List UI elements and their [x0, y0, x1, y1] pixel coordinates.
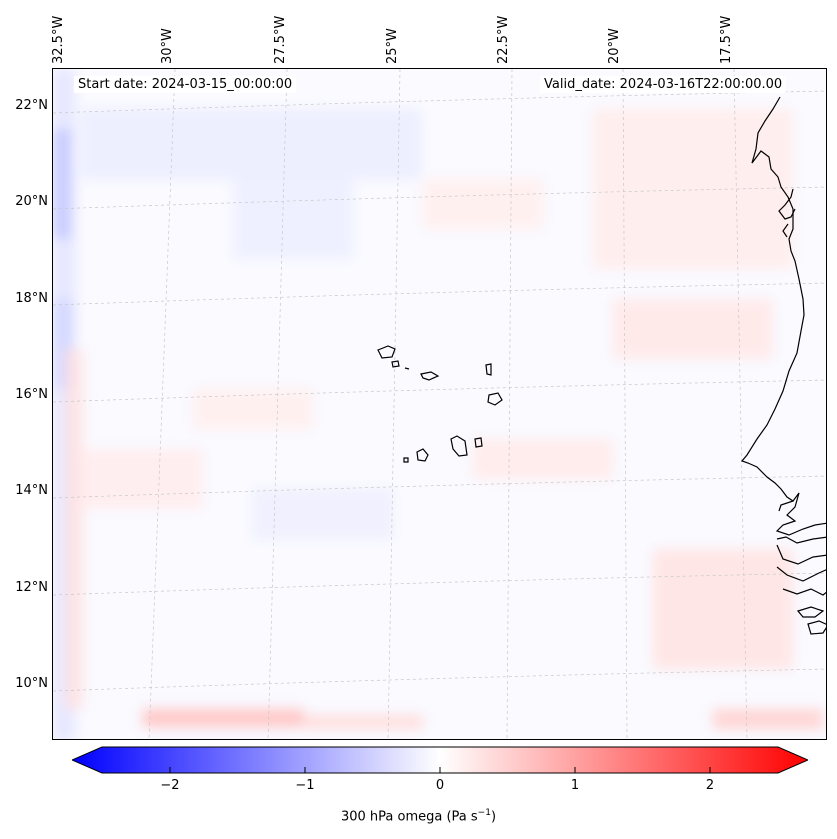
lon-label-25w: 25°W: [385, 28, 400, 64]
colorbar-tick-0: 0: [435, 778, 445, 793]
colorbar: [72, 746, 808, 774]
colorbar-tick-2: 2: [705, 778, 715, 793]
valid-date-label: Valid_date: 2024-03-16T22:00:00.00: [540, 76, 787, 93]
island-sal: [485, 363, 492, 376]
lon-label-22-5w: 22.5°W: [496, 15, 511, 64]
lat-label-14n: 14°N: [15, 483, 48, 498]
island-maio: [474, 437, 483, 448]
island-santo-antao: [377, 345, 396, 359]
start-date-label: Start date: 2024-03-15_00:00:00: [74, 76, 297, 93]
island-sao-nicolau: [420, 371, 440, 381]
island-santa-luzia: [404, 367, 410, 370]
colorbar-bar: [72, 746, 808, 774]
lon-label-17-5w: 17.5°W: [719, 15, 734, 64]
graticule: [53, 69, 826, 739]
lat-label-20n: 20°N: [15, 194, 48, 209]
lat-label-16n: 16°N: [15, 387, 48, 402]
colorbar-tick-neg2: −2: [160, 778, 180, 793]
lat-label-18n: 18°N: [15, 291, 48, 306]
colorbar-tick-neg1: −1: [295, 778, 315, 793]
lon-label-32-5w: 32.5°W: [51, 15, 66, 64]
cape-verde-islands: [377, 345, 503, 463]
island-sao-vicente: [391, 360, 400, 368]
lon-label-20w: 20°W: [607, 28, 622, 64]
lat-label-10n: 10°N: [15, 676, 48, 691]
map-panel[interactable]: [52, 68, 827, 740]
lat-label-12n: 12°N: [15, 580, 48, 595]
colorbar-label: 300 hPa omega (Pa s−1): [340, 808, 497, 825]
map-svg: [53, 69, 826, 739]
island-fogo: [416, 448, 429, 462]
island-brava: [403, 457, 409, 463]
omega-field: [53, 69, 823, 739]
lat-label-22n: 22°N: [15, 98, 48, 113]
island-santiago: [450, 435, 468, 457]
lon-label-27-5w: 27.5°W: [273, 15, 288, 64]
colorbar-tick-1: 1: [570, 778, 580, 793]
island-boa-vista: [487, 392, 503, 406]
africa-coastline: [740, 96, 826, 635]
lon-label-30w: 30°W: [160, 28, 175, 64]
